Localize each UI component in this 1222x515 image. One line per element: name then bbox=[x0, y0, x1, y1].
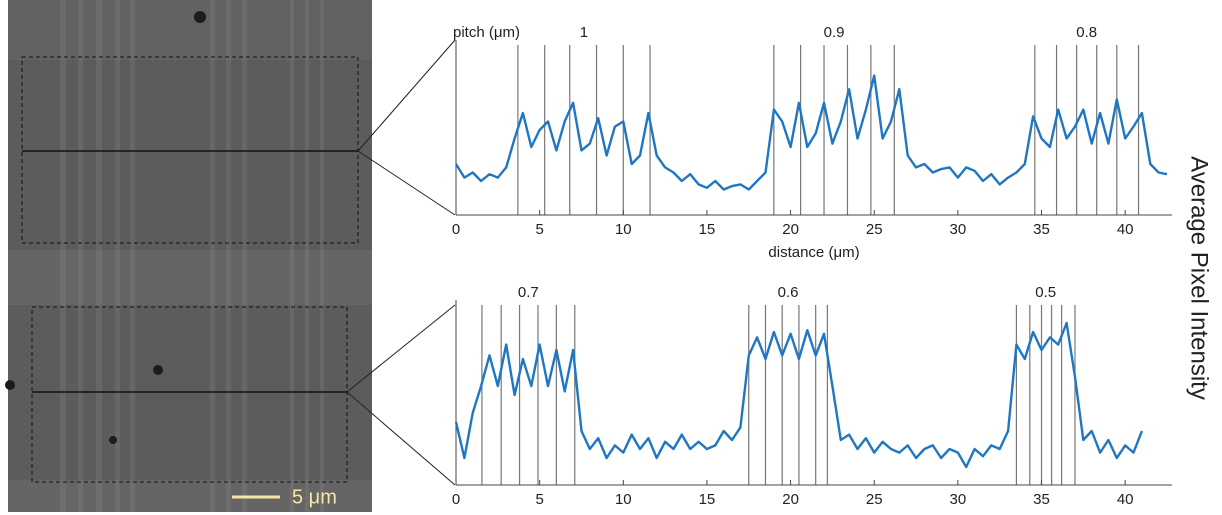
x-tick-label: 25 bbox=[866, 221, 883, 238]
x-tick-label: 10 bbox=[615, 221, 632, 238]
x-tick-label: 25 bbox=[866, 491, 883, 508]
x-tick-label: 30 bbox=[950, 221, 967, 238]
x-tick-label: 20 bbox=[782, 491, 799, 508]
x-tick-label: 20 bbox=[782, 221, 799, 238]
x-tick-label: 40 bbox=[1117, 221, 1134, 238]
x-tick-label: 5 bbox=[535, 221, 543, 238]
image-spots bbox=[5, 11, 206, 444]
y-axis-label: Average Pixel Intensity bbox=[1186, 156, 1213, 400]
image-band bbox=[8, 0, 372, 60]
x-tick-label: 40 bbox=[1117, 491, 1134, 508]
group-label: 0.5 bbox=[1035, 284, 1056, 301]
sem-image: 5 μm bbox=[5, 0, 372, 512]
x-tick-label: 5 bbox=[535, 491, 543, 508]
intensity-profile bbox=[454, 74, 1168, 191]
image-band bbox=[8, 250, 372, 305]
group-label: 0.8 bbox=[1076, 24, 1097, 41]
x-tick-label: 15 bbox=[699, 221, 716, 238]
group-label: 0.9 bbox=[824, 24, 845, 41]
region-box bbox=[31, 306, 348, 483]
image-band bbox=[8, 480, 372, 512]
group-label: 1 bbox=[580, 24, 588, 41]
group-label: 0.7 bbox=[518, 284, 539, 301]
image-stripes bbox=[60, 0, 324, 512]
group-label: 0.6 bbox=[778, 284, 799, 301]
group-title: pitch (μm) bbox=[453, 24, 520, 41]
zoom-lines bbox=[346, 39, 456, 486]
x-axis-label: distance (μm) bbox=[768, 244, 859, 261]
x-tick-label: 35 bbox=[1033, 221, 1050, 238]
x-tick-label: 10 bbox=[615, 491, 632, 508]
x-tick-label: 35 bbox=[1033, 491, 1050, 508]
x-tick-label: 0 bbox=[452, 491, 460, 508]
x-tick-label: 0 bbox=[452, 221, 460, 238]
intensity-profile bbox=[454, 321, 1144, 469]
scale-bar-label: 5 μm bbox=[292, 486, 337, 508]
x-tick-label: 30 bbox=[950, 491, 967, 508]
region-box bbox=[21, 56, 359, 244]
x-tick-label: 15 bbox=[699, 491, 716, 508]
